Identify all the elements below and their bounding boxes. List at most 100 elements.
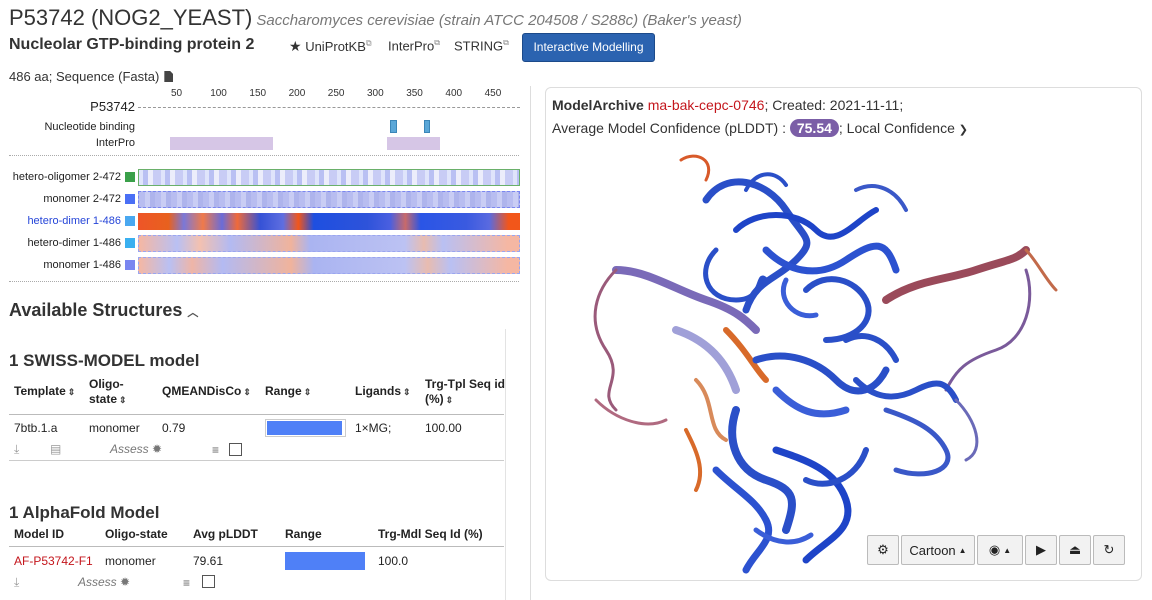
ruler-tick: 200 [288,88,306,99]
table-divider [9,460,504,461]
col-header-oligo[interactable]: Oligo-state ⇕ [89,377,127,406]
ruler-tick: 400 [445,88,463,99]
scroll-divider [505,329,506,600]
col-header-oligo[interactable]: Oligo-state [105,527,168,541]
model-track-bar[interactable] [138,191,520,208]
col-header-model-id[interactable]: Model ID [14,527,64,541]
feature-label-nucleotide: Nucleotide binding [44,121,135,133]
ruler-label: P53742 [90,99,135,114]
select-checkbox[interactable] [229,443,242,456]
sequence-info[interactable]: 486 aa; Sequence (Fasta) [9,69,174,84]
eject-button[interactable]: ⏏ [1059,535,1091,565]
template-cell[interactable]: 7btb.1.a [14,421,58,435]
range-bar[interactable] [265,419,346,437]
select-checkbox[interactable] [202,575,215,588]
string-link[interactable]: STRING⧉ [454,38,509,54]
page-title: P53742 (NOG2_YEAST) Saccharomyces cerevis… [9,5,742,31]
ruler-tick: 250 [327,88,345,99]
col-header-seqid[interactable]: Trg-Tpl Seq id (%) ⇕ [425,377,505,406]
oligo-state-cell: monomer [89,421,140,435]
sort-icon: ⇕ [403,387,411,397]
caret-up-icon: ▲ [958,545,967,555]
panel-divider [530,86,531,600]
caret-up-icon: ▲ [1003,545,1012,555]
seqid-cell: 100.0 [378,554,409,568]
nucleotide-binding-feature[interactable] [390,120,397,133]
model-color-swatch [125,238,135,248]
page-header: P53742 (NOG2_YEAST) Saccharomyces cerevis… [0,0,1152,90]
seqid-cell: 100.00 [425,421,462,435]
play-icon: ▶ [1036,542,1046,557]
interpro-domain-feature[interactable] [170,137,273,150]
external-link-icon: ⧉ [434,38,440,47]
accession-title: P53742 (NOG2_YEAST) [9,5,253,30]
play-button[interactable]: ▶ [1025,535,1057,565]
protein-name: Nucleolar GTP-binding protein 2 [9,36,255,53]
col-header-template[interactable]: Template ⇕ [14,384,76,398]
protein-structure-render[interactable] [556,150,1116,580]
plddt-cell: 79.61 [193,554,224,568]
model-track-bar[interactable] [138,213,520,230]
col-header-qmean[interactable]: QMEANDisCo ⇕ [162,384,251,398]
table-divider [9,414,504,415]
assess-link[interactable]: Assess ✹ [110,442,163,456]
model-id-link[interactable]: AF-P53742-F1 [14,554,93,568]
available-structures-title[interactable]: Available Structures ︿ [9,300,199,320]
model-track-label[interactable]: hetero-dimer 1-486 [27,215,121,227]
col-header-ligands[interactable]: Ligands ⇕ [355,384,411,398]
ruler-tick: 300 [367,88,384,99]
col-header-range[interactable]: Range ⇕ [265,384,312,398]
download-icon[interactable]: ⤓ [14,442,20,456]
external-link-icon: ⧉ [503,38,509,47]
file-icon[interactable]: ▤ [50,442,62,456]
reset-button[interactable]: ↻ [1093,535,1125,565]
assess-link[interactable]: Assess ✹ [78,575,131,589]
model-track-label[interactable]: monomer 1-486 [43,259,121,271]
interpro-domain-feature[interactable] [387,137,440,150]
uniprot-link[interactable]: ★ UniProtKB⧉ [289,38,372,54]
structure-viewer[interactable]: ModelArchive ma-bak-cepc-0746; Created: … [545,87,1142,581]
oligo-state-cell: monomer [105,554,156,568]
col-header-seqid[interactable]: Trg-Mdl Seq Id (%) [378,527,483,541]
align-icon[interactable]: ≡ [183,576,191,590]
style-dropdown[interactable]: Cartoon ▲ [901,535,975,565]
sort-icon: ⇕ [303,387,312,397]
sort-icon: ⇕ [119,395,127,405]
chevron-up-icon: ︿ [187,307,199,319]
model-track-label[interactable]: hetero-oligomer 2-472 [12,171,121,183]
interactive-modelling-button[interactable]: Interactive Modelling [522,33,655,62]
track-divider [9,281,519,282]
nucleotide-binding-feature[interactable] [424,120,430,133]
download-icon[interactable]: ⤓ [14,575,20,589]
model-track-bar[interactable] [138,235,520,252]
settings-button[interactable]: ⚙ [867,535,899,565]
interpro-link[interactable]: InterPro⧉ [388,38,440,54]
table-divider [9,546,504,547]
range-bar[interactable] [285,552,365,570]
model-track-bar[interactable] [138,169,520,186]
screenshot-button[interactable]: ◉ ▲ [977,535,1023,565]
model-track-bar[interactable] [138,257,520,274]
gear-icon: ✹ [120,575,131,589]
align-icon[interactable]: ≡ [212,443,220,457]
model-color-swatch [125,194,135,204]
model-track-label[interactable]: hetero-dimer 1-486 [27,237,121,249]
refresh-icon: ↻ [1103,542,1115,557]
ruler-tick: 50 [171,88,183,99]
qmean-cell: 0.79 [162,421,186,435]
sort-icon: ⇕ [243,387,251,397]
col-header-range[interactable]: Range [285,527,322,541]
col-header-plddt[interactable]: Avg pLDDT [193,527,258,541]
viewer-toolbar: ⚙ Cartoon ▲ ◉ ▲ ▶ ⏏ ↻ [867,535,1127,565]
sort-icon: ⇕ [67,387,76,397]
plddt-badge: 75.54 [789,119,839,137]
left-panel: 50 100 150 200 250 300 350 400 450 P53742 Nucleo… [0,86,530,600]
range-fill [267,421,342,435]
file-icon[interactable] [164,71,174,82]
confidence-line: Average Model Confidence (pLDDT) : 75.54… [552,119,968,137]
model-archive-link[interactable]: ma-bak-cepc-0746 [647,97,765,113]
ruler-line [138,107,520,108]
model-track-label[interactable]: monomer 2-472 [43,193,121,205]
camera-icon: ◉ [988,542,1001,557]
local-confidence-toggle[interactable]: ; Local Confidence ❯ [838,120,968,136]
